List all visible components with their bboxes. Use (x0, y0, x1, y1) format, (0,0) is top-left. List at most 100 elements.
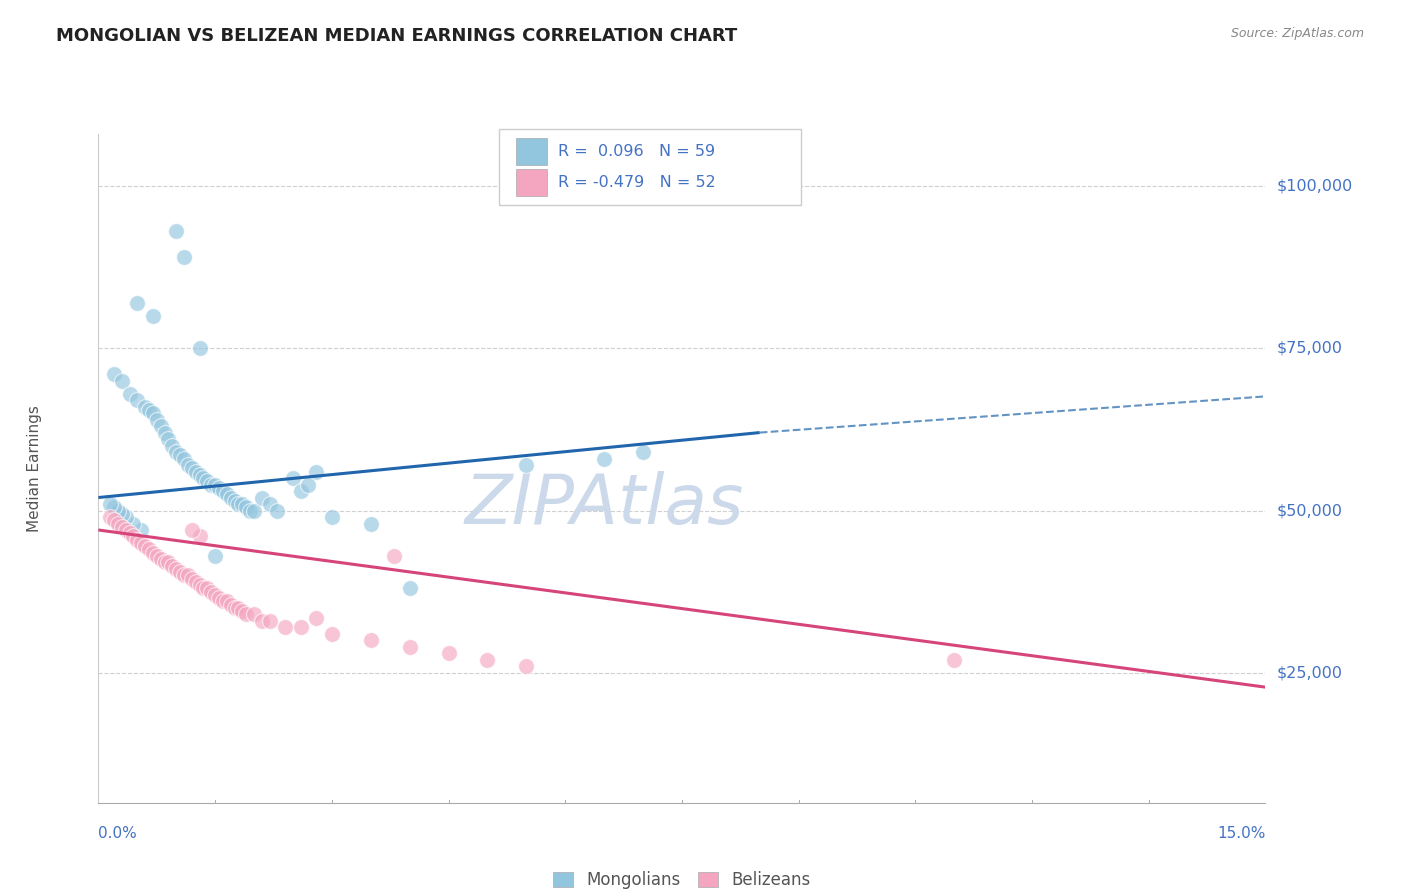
Point (290, 620, 312, 634)
Point (188, 578, 211, 592)
Point (193, 582, 215, 596)
Point (127, 533, 149, 547)
Point (129, 536, 152, 550)
Point (134, 400, 156, 414)
Text: R = -0.479   N = 52: R = -0.479 N = 52 (558, 176, 716, 190)
Point (153, 556, 176, 570)
Point (114, 510, 136, 524)
Point (184, 574, 207, 589)
Point (134, 539, 156, 553)
Point (259, 614, 281, 628)
Point (103, 513, 125, 527)
Point (142, 309, 165, 323)
Point (266, 503, 288, 517)
Point (321, 627, 343, 641)
Point (515, 659, 537, 673)
Text: 0.0%: 0.0% (98, 825, 138, 840)
Point (127, 295, 149, 310)
Point (173, 250, 195, 264)
Point (157, 432, 180, 446)
Point (122, 516, 145, 531)
Point (219, 598, 242, 612)
Point (200, 477, 222, 491)
Point (477, 653, 499, 667)
Point (107, 516, 129, 531)
Point (173, 568, 195, 582)
Point (204, 549, 226, 563)
Point (224, 601, 246, 615)
Point (208, 481, 231, 495)
Point (204, 588, 226, 602)
Text: Source: ZipAtlas.com: Source: ZipAtlas.com (1230, 27, 1364, 40)
Point (215, 594, 238, 608)
Point (188, 467, 211, 482)
Point (138, 402, 160, 417)
Point (146, 412, 169, 426)
Point (243, 607, 266, 622)
Point (111, 507, 134, 521)
Point (165, 562, 187, 576)
Point (177, 568, 200, 582)
Point (111, 520, 134, 534)
Point (212, 483, 235, 498)
Point (281, 471, 304, 485)
Point (138, 542, 160, 557)
Point (118, 526, 141, 541)
Legend: Mongolians, Belizeans: Mongolians, Belizeans (547, 864, 817, 892)
Point (142, 546, 165, 560)
Text: $50,000: $50,000 (1277, 503, 1343, 518)
Point (193, 471, 215, 485)
Point (195, 475, 218, 489)
Text: $75,000: $75,000 (1277, 341, 1343, 356)
Point (231, 497, 253, 511)
Text: ZIPAtlas: ZIPAtlas (464, 470, 744, 538)
Point (98, 497, 121, 511)
Point (142, 406, 165, 420)
Point (173, 451, 195, 466)
Point (274, 620, 297, 634)
Point (184, 465, 207, 479)
Point (200, 584, 222, 599)
Point (398, 582, 420, 596)
Point (212, 594, 235, 608)
Point (149, 552, 172, 566)
Point (162, 558, 184, 573)
Point (165, 224, 187, 238)
Point (250, 491, 273, 505)
Point (631, 445, 654, 459)
Point (259, 497, 281, 511)
Point (146, 549, 169, 563)
Point (122, 529, 145, 543)
Point (118, 386, 141, 401)
Point (250, 614, 273, 628)
Point (360, 633, 382, 648)
Text: Median Earnings: Median Earnings (27, 405, 42, 532)
Point (107, 503, 129, 517)
Point (305, 610, 328, 624)
Point (204, 477, 226, 491)
Text: $100,000: $100,000 (1277, 178, 1353, 194)
Point (180, 461, 202, 475)
Point (153, 425, 176, 440)
Point (129, 523, 152, 537)
Point (177, 458, 200, 472)
Point (297, 477, 319, 491)
Point (224, 493, 246, 508)
Point (943, 653, 966, 667)
Point (169, 566, 191, 580)
Text: 15.0%: 15.0% (1218, 825, 1265, 840)
Point (127, 393, 149, 408)
Point (243, 503, 266, 517)
Point (228, 497, 250, 511)
Point (515, 458, 537, 472)
Point (360, 516, 382, 531)
Point (235, 607, 257, 622)
Point (111, 374, 134, 388)
Point (180, 523, 202, 537)
Point (98, 510, 121, 524)
Point (593, 451, 616, 466)
Point (437, 647, 460, 661)
Point (305, 465, 328, 479)
Point (239, 503, 262, 517)
Point (180, 572, 202, 586)
